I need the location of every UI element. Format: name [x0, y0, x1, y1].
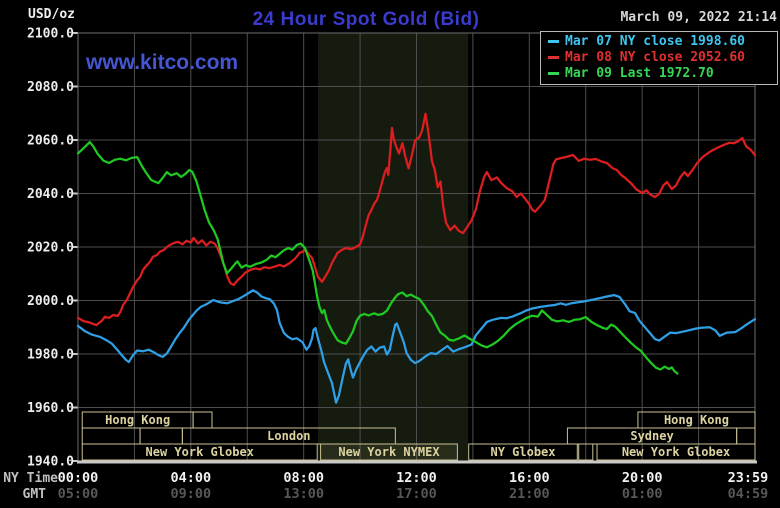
x-tick-ny-label: 12:00 [396, 470, 437, 486]
session-box [596, 443, 756, 461]
legend-box [540, 31, 778, 85]
x-tick-gmt-label: 05:00 [58, 486, 99, 502]
x-tick-gmt-label: 01:00 [622, 486, 663, 502]
y-tick-label: 2060.0 [27, 134, 74, 149]
session-label: New York Globex [146, 445, 254, 459]
session-label: Sydney [630, 429, 673, 443]
x-tick-gmt-label: 04:59 [728, 486, 769, 502]
legend-item-mar08: Mar 08 NY close 2052.60 [548, 50, 745, 65]
legend-label-mar07: Mar 07 NY close 1998.60 [565, 34, 745, 49]
x-tick-ny-label: 23:59 [728, 470, 769, 486]
x-tick-ny-label: 16:00 [509, 470, 550, 486]
mar07-swatch-icon [548, 40, 559, 43]
gmt-axis-label: GMT [23, 487, 47, 502]
y-tick-label: 2020.0 [27, 241, 74, 256]
x-tick-ny-label: 04:00 [171, 470, 212, 486]
page-title: 24 Hour Spot Gold (Bid) [253, 9, 480, 30]
session-box [468, 443, 578, 461]
mar08-swatch-icon [548, 56, 559, 59]
session-label: Hong Kong [105, 413, 170, 427]
session-box [320, 443, 458, 461]
y-tick-label: 1980.0 [27, 348, 74, 363]
gridlines [72, 32, 756, 462]
series-line-mar08 [76, 112, 757, 327]
session-label: New York NYMEX [338, 445, 440, 459]
series-line-mar09 [76, 140, 679, 375]
session-box [578, 443, 594, 461]
y-tick-label: 1960.0 [27, 401, 74, 416]
y-tick-label: 2080.0 [27, 80, 74, 95]
y-axis-unit: USD/oz [28, 7, 75, 22]
price-series [76, 112, 757, 404]
x-tick-gmt-label: 17:00 [396, 486, 437, 502]
x-tick-ny-label: 08:00 [283, 470, 324, 486]
legend-item-mar07: Mar 07 NY close 1998.60 [548, 34, 745, 49]
kitco-watermark: www.kitco.com [85, 51, 238, 74]
axis-tick-labels: 2100.0 2080.0 2060.0 2040.0 2020.0 2000.0 1980… [27, 27, 768, 503]
x-tick-gmt-label: 09:00 [171, 486, 212, 502]
legend: Mar 07 NY close 1998.60 Mar 08 NY close … [540, 31, 778, 85]
session-box [81, 443, 318, 461]
series-line-mar07 [76, 289, 757, 404]
legend-item-mar09: Mar 09 Last 1972.70 [548, 66, 714, 81]
legend-label-mar08: Mar 08 NY close 2052.60 [565, 50, 745, 65]
x-tick-ny-label: 20:00 [622, 470, 663, 486]
ny-time-axis-label: NY Time [3, 471, 58, 486]
market-session-bands: Hong Kong Hong Kong London Sydney New York G… [77, 411, 757, 464]
session-label: NY Globex [490, 445, 555, 459]
datetime-label: March 09, 2022 21:14 [620, 10, 777, 25]
y-tick-label: 2040.0 [27, 187, 74, 202]
y-tick-label: 1940.0 [27, 455, 74, 470]
mar09-swatch-icon [548, 72, 559, 75]
legend-label-mar09: Mar 09 Last 1972.70 [565, 66, 714, 81]
y-tick-label: 2100.0 [27, 27, 74, 42]
x-tick-gmt-label: 13:00 [283, 486, 324, 502]
y-tick-label: 2000.0 [27, 294, 74, 309]
x-tick-ny-label: 00:00 [58, 470, 99, 486]
session-label: London [267, 429, 310, 443]
session-label: New York Globex [622, 445, 730, 459]
x-tick-gmt-label: 21:00 [509, 486, 550, 502]
session-label: Hong Kong [664, 413, 729, 427]
